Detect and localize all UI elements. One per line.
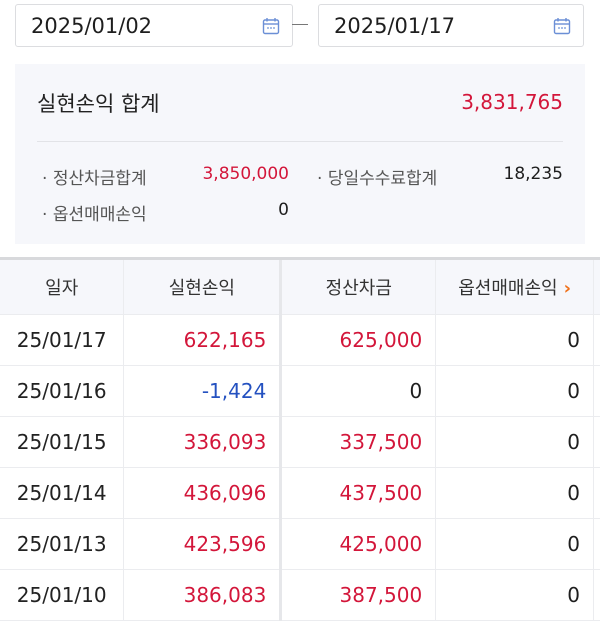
cell-realized-pl: -1,424 <box>123 365 283 417</box>
table-header: 일자 실현손익 정산차금 옵션매매손익 › <box>0 260 600 315</box>
cell-date: 25/01/17 <box>0 314 125 366</box>
table-row[interactable]: 25/01/10 386,083 387,500 0 <box>0 569 600 621</box>
table-top-border <box>0 257 600 260</box>
start-date-input[interactable]: 2025/01/02 <box>15 4 293 47</box>
table-row[interactable]: 25/01/17 622,165 625,000 0 <box>0 314 600 366</box>
cell-settlement: 625,000 <box>280 314 437 366</box>
cell-realized-pl: 423,596 <box>123 518 283 570</box>
summary-value-fee: 18,235 <box>503 164 563 184</box>
cell-next <box>593 518 600 570</box>
cell-date: 25/01/14 <box>0 467 125 519</box>
cell-option-pl: 0 <box>435 314 594 366</box>
table-row[interactable]: 25/01/15 336,093 337,500 0 <box>0 416 600 468</box>
cell-realized-pl: 622,165 <box>123 314 283 366</box>
header-realized-pl: 실현손익 <box>123 260 283 315</box>
divider <box>37 141 563 142</box>
table-row[interactable]: 25/01/16 -1,424 0 0 <box>0 365 600 417</box>
header-next <box>593 260 600 315</box>
cell-settlement: 437,500 <box>280 467 437 519</box>
cell-date: 25/01/15 <box>0 416 125 468</box>
cell-date: 25/01/13 <box>0 518 125 570</box>
cell-realized-pl: 336,093 <box>123 416 283 468</box>
cell-next <box>593 569 600 621</box>
cell-realized-pl: 386,083 <box>123 569 283 621</box>
cell-settlement: 0 <box>280 365 437 417</box>
summary-value-settlement: 3,850,000 <box>202 164 289 184</box>
end-date-value: 2025/01/17 <box>334 13 456 38</box>
cell-realized-pl: 436,096 <box>123 467 283 519</box>
cell-option-pl: 0 <box>435 569 594 621</box>
calendar-icon[interactable] <box>553 17 571 35</box>
cell-settlement: 337,500 <box>280 416 437 468</box>
table-row[interactable]: 25/01/13 423,596 425,000 0 <box>0 518 600 570</box>
cell-settlement: 387,500 <box>280 569 437 621</box>
header-date: 일자 <box>0 260 125 315</box>
summary-total: 3,831,765 <box>461 90 563 114</box>
summary-label-settlement: · 정산차금합계 <box>42 169 147 189</box>
summary-value-option: 0 <box>278 200 289 220</box>
cell-next <box>593 467 600 519</box>
summary-label-fee: · 당일수수료합계 <box>317 169 438 189</box>
cell-option-pl: 0 <box>435 467 594 519</box>
summary-panel: 실현손익 합계 3,831,765 · 정산차금합계 3,850,000 · 당… <box>15 64 585 244</box>
cell-option-pl: 0 <box>435 365 594 417</box>
summary-title: 실현손익 합계 <box>37 92 160 116</box>
chevron-right-icon[interactable]: › <box>563 277 571 299</box>
end-date-input[interactable]: 2025/01/17 <box>318 4 584 47</box>
cell-settlement: 425,000 <box>280 518 437 570</box>
cell-option-pl: 0 <box>435 518 594 570</box>
header-settlement: 정산차금 <box>280 260 437 315</box>
calendar-icon[interactable] <box>262 17 280 35</box>
cell-next <box>593 416 600 468</box>
table-row[interactable]: 25/01/14 436,096 437,500 0 <box>0 467 600 519</box>
cell-next <box>593 365 600 417</box>
summary-label-option: · 옵션매매손익 <box>42 205 147 225</box>
pl-table: 일자 실현손익 정산차금 옵션매매손익 › 25/01/17 622,165 62… <box>0 260 600 621</box>
cell-date: 25/01/16 <box>0 365 125 417</box>
start-date-value: 2025/01/02 <box>31 13 153 38</box>
cell-date: 25/01/10 <box>0 569 125 621</box>
date-range-separator <box>292 24 308 25</box>
header-option-pl[interactable]: 옵션매매손익 › <box>435 260 594 315</box>
cell-next <box>593 314 600 366</box>
cell-option-pl: 0 <box>435 416 594 468</box>
